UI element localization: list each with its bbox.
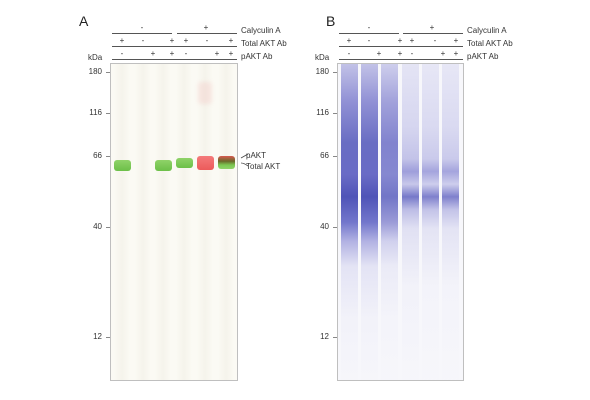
total-akt-label-a: Total AKT Ab: [241, 39, 287, 48]
stain-lane-b-5: [422, 64, 439, 380]
lane-a-2: [135, 64, 151, 380]
lane-a-3: [155, 64, 171, 380]
marker-a-66: 66: [93, 151, 102, 160]
total-akt-band-label: Total AKT: [246, 162, 281, 171]
pakt-sign-a-5: +: [214, 49, 220, 58]
calyculin-sign-b-1: -: [367, 23, 371, 32]
tickmark-a-66: [106, 156, 110, 157]
calyculin-minus-line-b: [339, 33, 399, 34]
pakt-sign-b-6: +: [453, 49, 459, 58]
calyculin-plus-line-b: [403, 33, 463, 34]
kda-label-b: kDa: [315, 53, 330, 62]
pakt-label-a: pAKT Ab: [241, 52, 273, 61]
panel-a-label: A: [79, 13, 89, 29]
merged-band-a-6: [218, 156, 235, 169]
panel-b-label: B: [326, 13, 336, 29]
pakt-sign-a-1: -: [120, 49, 124, 58]
pakt-band-label: pAKT: [246, 151, 267, 160]
calyculin-minus-line-a: [112, 33, 172, 34]
pakt-sign-b-4: -: [410, 49, 414, 58]
total-akt-band-a-1: [114, 160, 131, 171]
total-akt-band-a-3: [155, 160, 172, 171]
pakt-band-a-5: [197, 156, 214, 170]
marker-b-180: 180: [315, 67, 329, 76]
tickmark-b-40: [333, 227, 337, 228]
blot-panel-a: [110, 63, 238, 381]
tickmark-a-180: [106, 72, 110, 73]
tickmark-b-116: [333, 113, 337, 114]
lane-a-5: [197, 64, 213, 380]
pakt-sign-b-1: -: [347, 49, 351, 58]
blot-panel-b: [337, 63, 464, 381]
marker-b-12: 12: [320, 332, 329, 341]
lane-a-1: [114, 64, 130, 380]
marker-b-66: 66: [320, 151, 329, 160]
calyculin-sign-a-2: +: [203, 23, 209, 32]
total-akt-sign-a-4: +: [183, 36, 189, 45]
tickmark-b-66: [333, 156, 337, 157]
total-akt-line-a: [112, 46, 237, 47]
pakt-sign-a-6: +: [228, 49, 234, 58]
lane-a-4: [176, 64, 192, 380]
pakt-sign-a-4: -: [184, 49, 188, 58]
total-akt-sign-b-3: +: [397, 36, 403, 45]
pakt-sign-a-3: +: [169, 49, 175, 58]
calyculin-sign-b-2: +: [429, 23, 435, 32]
band-pointers: [240, 153, 249, 167]
total-akt-sign-a-1: +: [119, 36, 125, 45]
total-akt-sign-b-6: +: [453, 36, 459, 45]
pakt-sign-a-2: +: [150, 49, 156, 58]
pakt-sign-b-3: +: [397, 49, 403, 58]
pakt-line-b: [339, 59, 463, 60]
calyculin-plus-line-a: [177, 33, 237, 34]
total-akt-sign-a-6: +: [228, 36, 234, 45]
calyculin-label-a: Calyculin A: [241, 26, 281, 35]
total-akt-line-b: [339, 46, 463, 47]
tickmark-b-180: [333, 72, 337, 73]
marker-b-116: 116: [316, 108, 329, 117]
stain-lane-b-2: [361, 64, 378, 380]
total-akt-sign-b-4: +: [409, 36, 415, 45]
marker-a-180: 180: [88, 67, 102, 76]
tickmark-a-116: [106, 113, 110, 114]
smear-a-5: [198, 82, 212, 104]
total-akt-sign-a-3: +: [169, 36, 175, 45]
stain-lane-b-3: [381, 64, 398, 380]
pakt-sign-b-2: +: [376, 49, 382, 58]
pakt-line-a: [112, 59, 237, 60]
total-akt-label-b: Total AKT Ab: [467, 39, 513, 48]
total-akt-sign-b-1: +: [346, 36, 352, 45]
pakt-sign-b-5: +: [440, 49, 446, 58]
total-akt-sign-a-5: -: [205, 36, 209, 45]
total-akt-band-a-4: [176, 158, 193, 168]
tickmark-a-12: [106, 337, 110, 338]
total-akt-sign-b-5: -: [433, 36, 437, 45]
marker-b-40: 40: [320, 222, 329, 231]
marker-a-116: 116: [89, 108, 102, 117]
tickmark-a-40: [106, 227, 110, 228]
tickmark-b-12: [333, 337, 337, 338]
calyculin-label-b: Calyculin A: [467, 26, 507, 35]
marker-a-40: 40: [93, 222, 102, 231]
stain-lane-b-6: [442, 64, 459, 380]
total-akt-sign-b-2: -: [367, 36, 371, 45]
kda-label-a: kDa: [88, 53, 103, 62]
total-akt-sign-a-2: -: [141, 36, 145, 45]
lane-a-6: [218, 64, 234, 380]
calyculin-sign-a-1: -: [140, 23, 144, 32]
stain-lane-b-1: [341, 64, 358, 380]
stain-lane-b-4: [402, 64, 419, 380]
pakt-label-b: pAKT Ab: [467, 52, 499, 61]
marker-a-12: 12: [93, 332, 102, 341]
